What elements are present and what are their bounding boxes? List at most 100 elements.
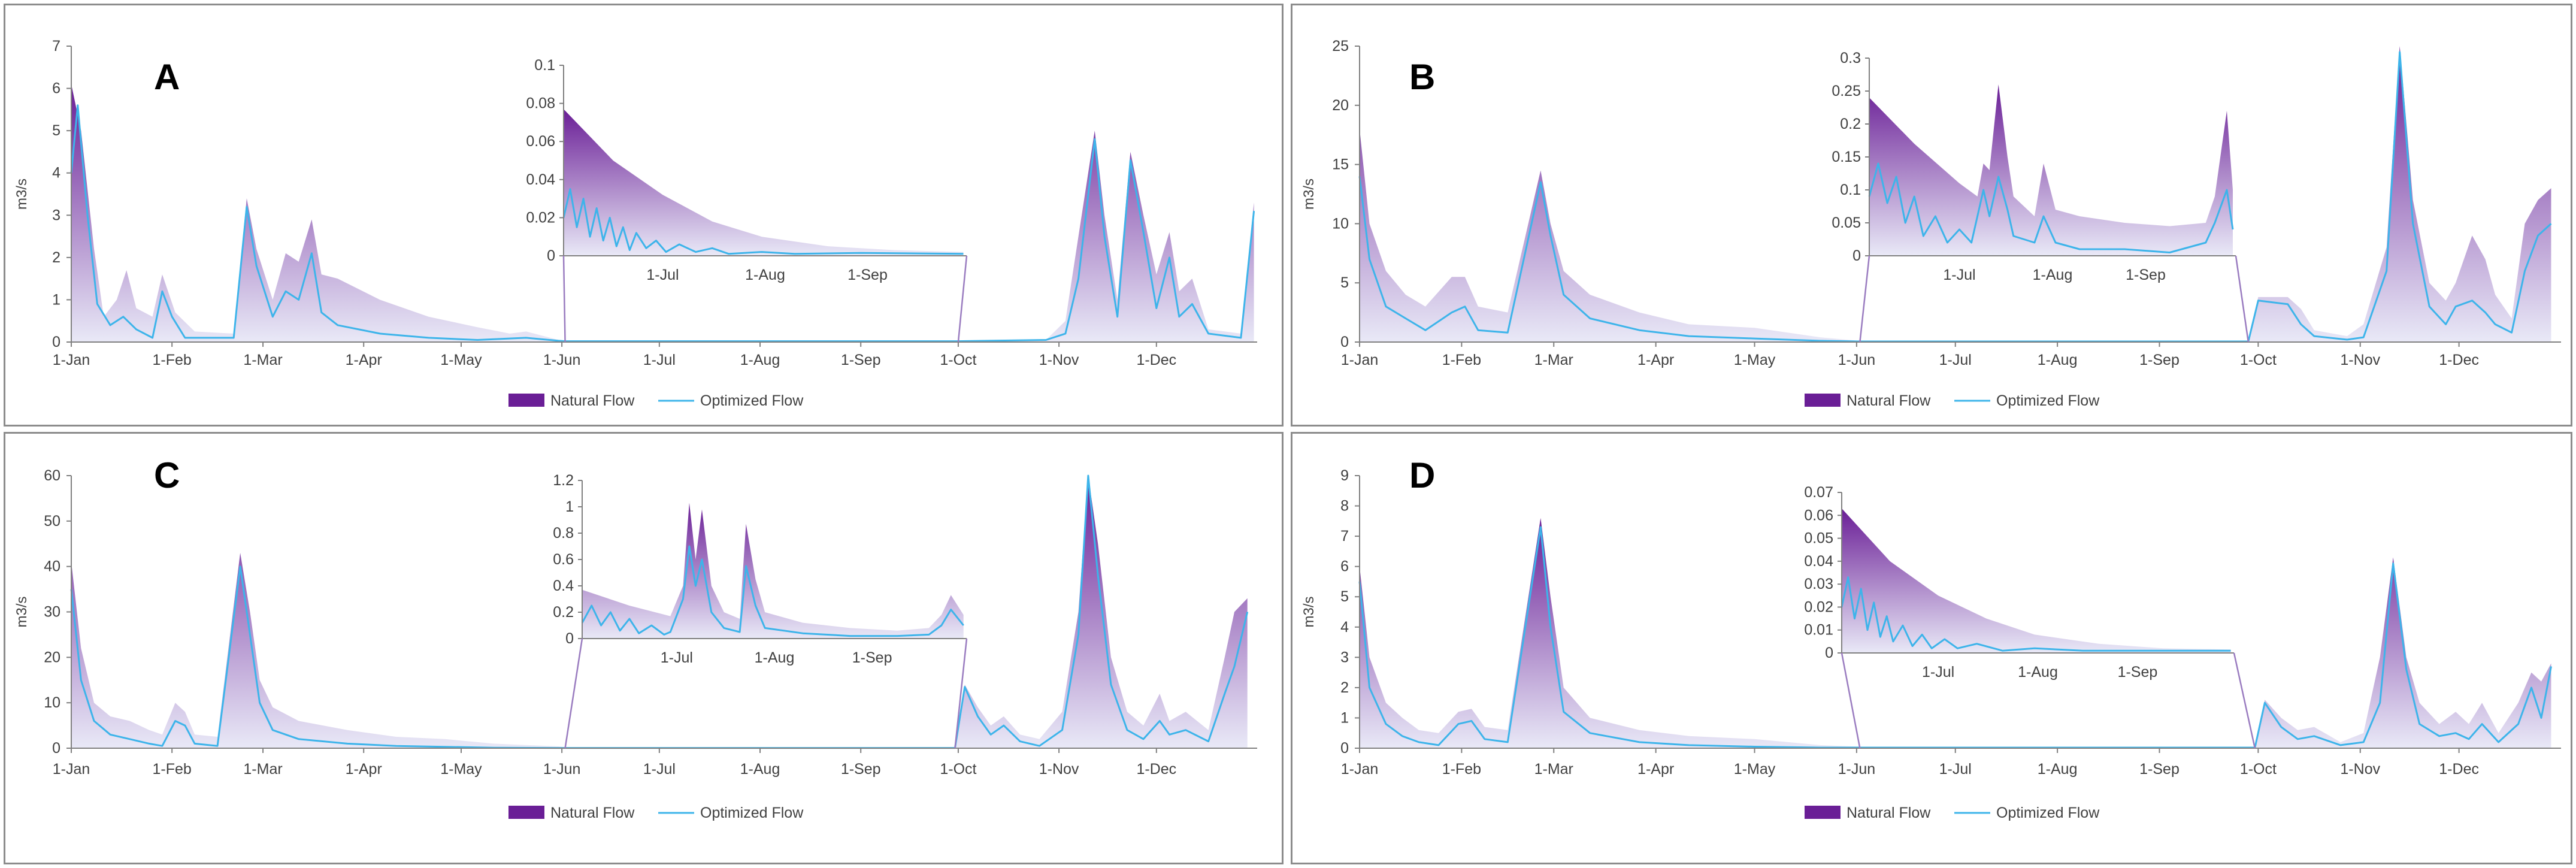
- x-tick-label: 1-Oct: [2240, 761, 2277, 778]
- y-tick-label: 6: [1340, 558, 1349, 575]
- inset-connector-right: [957, 255, 968, 343]
- inset-connector-left: [564, 638, 583, 749]
- x-tick-label: 1-Nov: [1039, 352, 1079, 368]
- y-tick-label: 25: [1332, 38, 1349, 55]
- y-tick-label: 30: [44, 604, 60, 621]
- x-tick-label: 1-Nov: [1039, 761, 1079, 778]
- inset-chart: 0 0.01 0.02 0.03 0.04 0.05 0.06 0.07 1-Jul 1-Aug 1…: [1804, 484, 2234, 681]
- y-tick-label: 3: [1340, 649, 1349, 666]
- y-tick-label: 7: [52, 38, 60, 55]
- x-tick-label: 1-May: [1734, 761, 1776, 778]
- inset-natural-flow-area: [582, 503, 964, 639]
- x-tick-label: 1-Mar: [1534, 352, 1573, 368]
- x-tick-label: 1-Oct: [940, 352, 976, 368]
- x-tick-label: 1-May: [1734, 352, 1776, 368]
- x-tick-label: 1-Sep: [2139, 352, 2180, 368]
- inset-y-tick-label: 0.03: [1804, 576, 1833, 592]
- x-tick-label: 1-Feb: [1442, 352, 1481, 368]
- inset-optimized-flow-line: [562, 188, 964, 255]
- x-tick-label: 1-May: [440, 352, 482, 368]
- x-tick-label: 1-Nov: [2340, 761, 2380, 778]
- inset-chart: 0 0.2 0.4 0.6 0.8 1 1.2 1-Jul 1-Aug 1-Sep: [553, 472, 967, 666]
- inset-chart: 0 0.05 0.1 0.15 0.2 0.25 0.3 1-Jul 1-Aug 1-Sep: [1832, 50, 2236, 283]
- main-optimized-flow-line: [1358, 51, 2552, 343]
- inset-connector-left: [562, 255, 566, 343]
- main-natural-flow-area: [1360, 46, 2551, 342]
- y-tick-label: 3: [52, 207, 60, 223]
- legend-natural-swatch: [1805, 394, 1841, 407]
- inset-y-tick-label: 0: [1852, 247, 1861, 264]
- inset-y-tick-label: 0.4: [553, 577, 574, 594]
- main-natural-flow-area: [1360, 518, 2551, 748]
- x-tick-label: 1-Jan: [1341, 352, 1379, 368]
- y-tick-label: 10: [1332, 215, 1349, 232]
- inset-y-tick-label: 0: [565, 630, 574, 647]
- x-tick-label: 1-Aug: [740, 352, 780, 368]
- inset-y-tick-label: 0.3: [1840, 50, 1861, 66]
- x-tick-label: 1-Aug: [2038, 352, 2078, 368]
- inset-x-tick-label: 1-Jul: [661, 649, 693, 666]
- x-tick-label: 1-Sep: [841, 352, 881, 368]
- y-tick-label: 20: [1332, 97, 1349, 114]
- inset-y-tick-label: 0.1: [1840, 182, 1861, 198]
- x-tick-label: 1-Dec: [1136, 352, 1176, 368]
- inset-x-tick-label: 1-Aug: [2018, 664, 2058, 681]
- inset-chart: 0 0.02 0.04 0.06 0.08 0.1 1-Jul 1-Aug 1-Sep: [526, 57, 967, 283]
- inset-x-tick-label: 1-Jul: [646, 267, 679, 283]
- x-tick-label: 1-Aug: [2038, 761, 2078, 778]
- legend-natural-swatch: [508, 394, 544, 407]
- y-tick-label: 5: [1340, 588, 1349, 605]
- inset-y-tick-label: 0.25: [1832, 83, 1861, 99]
- y-tick-label: 1: [1340, 709, 1349, 726]
- inset-y-tick-label: 0.05: [1804, 530, 1833, 547]
- y-tick-label: 6: [52, 80, 60, 97]
- inset-y-tick-label: 0.6: [553, 551, 574, 568]
- y-axis-label: m3/s: [1301, 179, 1317, 210]
- x-tick-label: 1-Sep: [841, 761, 881, 778]
- y-tick-label: 4: [52, 165, 60, 182]
- y-tick-label: 4: [1340, 619, 1349, 636]
- main-natural-flow-area: [71, 84, 1254, 342]
- x-tick-label: 1-Jan: [1341, 761, 1379, 778]
- inset-x-tick-label: 1-Sep: [2126, 267, 2166, 283]
- legend-natural-swatch: [1805, 806, 1841, 819]
- inset-y-tick-label: 0.2: [553, 604, 574, 621]
- y-tick-label: 7: [1340, 528, 1349, 545]
- inset-optimized-flow-line: [1868, 162, 2234, 253]
- inset-connector-left: [1841, 652, 1861, 749]
- y-tick-label: 8: [1340, 498, 1349, 515]
- y-tick-label: 0: [1340, 334, 1349, 350]
- x-tick-label: 1-Jul: [643, 352, 676, 368]
- inset-x-tick-label: 1-Aug: [745, 267, 785, 283]
- chart-panel-d: 0 1 2 3 4 5 6 7 8 9 m3/s 1-Jan 1-Feb 1-Mar 1-Apr 1-May 1…: [1291, 432, 2572, 864]
- x-tick-label: 1-Oct: [940, 761, 976, 778]
- inset-natural-flow-area: [564, 109, 964, 256]
- inset-y-tick-label: 0.8: [553, 525, 574, 542]
- x-tick-label: 1-Apr: [1637, 352, 1674, 368]
- x-tick-label: 1-Feb: [1442, 761, 1481, 778]
- inset-y-tick-label: 0.15: [1832, 149, 1861, 165]
- x-tick-label: 1-Dec: [1136, 761, 1176, 778]
- main-optimized-flow-line: [70, 104, 1255, 343]
- inset-y-tick-label: 0.04: [1804, 553, 1833, 570]
- inset-y-tick-label: 1: [565, 498, 574, 515]
- y-tick-label: 5: [52, 122, 60, 139]
- x-tick-label: 1-Jan: [53, 761, 90, 778]
- y-tick-label: 9: [1340, 467, 1349, 484]
- y-axis-label: m3/s: [1301, 596, 1317, 627]
- y-tick-label: 2: [1340, 679, 1349, 696]
- inset-x-tick-label: 1-Aug: [2033, 267, 2073, 283]
- inset-natural-flow-area: [1842, 508, 2231, 653]
- x-tick-label: 1-Jun: [543, 761, 581, 778]
- legend-natural-label: Natural Flow: [550, 392, 635, 409]
- y-tick-label: 15: [1332, 156, 1349, 173]
- x-tick-label: 1-Apr: [346, 352, 382, 368]
- x-tick-label: 1-Nov: [2340, 352, 2380, 368]
- y-tick-label: 10: [44, 694, 60, 711]
- y-tick-label: 0: [1340, 740, 1349, 757]
- inset-connector-right: [954, 638, 968, 749]
- y-tick-label: 60: [44, 467, 60, 484]
- x-tick-label: 1-Mar: [243, 352, 282, 368]
- x-tick-label: 1-Jul: [643, 761, 676, 778]
- y-tick-label: 0: [52, 334, 60, 350]
